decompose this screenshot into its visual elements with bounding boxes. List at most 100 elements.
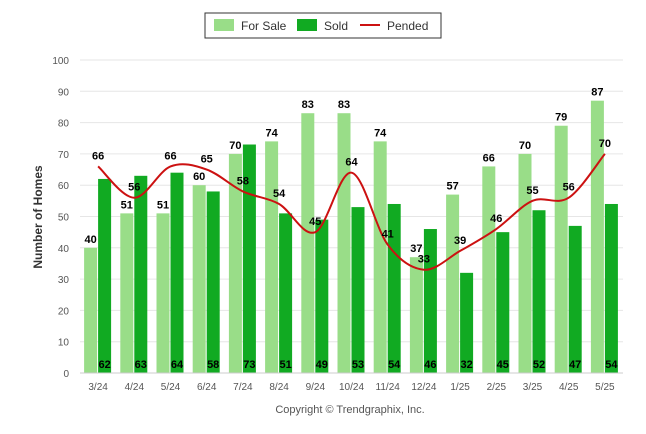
pended-value-label: 65	[201, 154, 213, 166]
pended-value-label: 66	[92, 150, 104, 162]
pended-line-group	[97, 153, 606, 271]
pended-value-label: 70	[599, 138, 611, 150]
x-tick-label: 1/25	[450, 382, 470, 393]
legend-label-sold: Sold	[324, 19, 348, 33]
x-tick-label: 10/24	[339, 382, 364, 393]
x-axis-ticks: 3/24 4/24 5/24 6/24 7/24 8/24 9/24 10/24 11/24 12…	[88, 382, 615, 393]
bar-for-sale	[482, 166, 496, 373]
pended-value-label: 56	[563, 182, 575, 194]
y-tick-label: 70	[58, 150, 70, 161]
bar-sold	[496, 232, 510, 373]
bar-for-sale	[156, 213, 170, 373]
pended-value-label: 41	[382, 229, 394, 241]
for-sale-value-label: 83	[302, 99, 314, 111]
x-tick-label: 4/24	[125, 382, 145, 393]
bar-sold	[170, 172, 184, 373]
x-tick-label: 4/25	[559, 382, 579, 393]
for-sale-value-label: 83	[338, 99, 350, 111]
bar-for-sale	[192, 185, 206, 373]
for-sale-value-label: 74	[374, 127, 387, 139]
y-tick-label: 30	[58, 275, 70, 286]
x-tick-label: 7/24	[233, 382, 253, 393]
for-sale-value-label: 60	[193, 171, 205, 183]
y-axis-title: Number of Homes	[31, 165, 45, 269]
legend-label-pended: Pended	[387, 19, 428, 33]
bar-for-sale	[265, 141, 279, 373]
for-sale-value-label: 51	[121, 199, 133, 211]
bar-sold	[568, 225, 582, 373]
sold-value-label: 52	[533, 359, 545, 371]
y-axis-ticks: 0 10 20 30 40 50 60 70 80 90 100	[52, 56, 69, 380]
pended-value-label: 54	[273, 188, 286, 200]
sold-value-label: 53	[352, 359, 364, 371]
pended-value-label: 58	[237, 175, 249, 187]
pended-value-label: 64	[345, 157, 358, 169]
x-tick-label: 12/24	[411, 382, 436, 393]
bar-for-sale	[84, 247, 98, 373]
bar-sold	[279, 213, 293, 373]
bar-sold	[532, 210, 546, 373]
sold-value-label: 64	[171, 359, 184, 371]
pended-value-label: 39	[454, 235, 466, 247]
pended-value-label: 46	[490, 213, 502, 225]
bar-for-sale	[301, 113, 315, 374]
legend-swatch-for-sale	[214, 19, 234, 31]
sold-value-label: 32	[460, 359, 472, 371]
x-tick-label: 3/24	[88, 382, 108, 393]
sold-value-label: 45	[497, 359, 509, 371]
bar-sold	[460, 272, 474, 373]
sold-value-label: 73	[243, 359, 255, 371]
sold-value-label: 49	[316, 359, 328, 371]
y-tick-label: 90	[58, 87, 70, 98]
for-sale-value-label: 74	[265, 127, 278, 139]
x-tick-label: 2/25	[487, 382, 507, 393]
x-tick-label: 11/24	[376, 382, 401, 393]
for-sale-value-label: 66	[483, 152, 495, 164]
bar-sold	[351, 207, 365, 373]
bar-for-sale	[554, 125, 568, 373]
x-tick-label: 5/24	[161, 382, 181, 393]
legend-label-for-sale: For Sale	[241, 19, 287, 33]
bar-for-sale	[120, 213, 134, 373]
bar-for-sale	[409, 257, 423, 373]
bar-sold	[604, 203, 618, 373]
pended-line	[97, 153, 606, 271]
pended-value-label: 55	[526, 185, 538, 197]
sold-value-label: 54	[605, 359, 618, 371]
x-tick-label: 6/24	[197, 382, 217, 393]
for-sale-value-label: 37	[410, 243, 422, 255]
y-tick-label: 100	[52, 56, 69, 67]
for-sale-value-label: 51	[157, 199, 169, 211]
legend: For Sale Sold Pended	[204, 12, 442, 39]
x-tick-label: 9/24	[306, 382, 326, 393]
bar-sold	[387, 203, 401, 373]
sold-value-label: 58	[207, 359, 219, 371]
y-tick-label: 20	[58, 306, 70, 317]
bar-sold	[134, 175, 148, 373]
sold-value-label: 47	[569, 359, 581, 371]
y-tick-label: 10	[58, 338, 70, 349]
bar-sold	[315, 219, 329, 373]
bars	[84, 100, 618, 374]
for-sale-value-label: 57	[446, 181, 458, 193]
for-sale-value-label: 79	[555, 112, 567, 124]
sold-value-label: 51	[279, 359, 291, 371]
bar-for-sale	[228, 153, 242, 373]
x-tick-label: 5/25	[595, 382, 615, 393]
for-sale-value-label: 70	[229, 140, 241, 152]
for-sale-value-label: 87	[591, 87, 603, 99]
bar-sold	[242, 144, 256, 373]
bar-sold	[206, 191, 220, 373]
legend-swatch-sold	[297, 19, 317, 31]
bar-for-sale	[446, 194, 460, 373]
y-tick-label: 40	[58, 244, 70, 255]
bar-sold	[423, 229, 437, 373]
x-tick-label: 8/24	[269, 382, 289, 393]
sold-value-label: 54	[388, 359, 401, 371]
legend-frame	[204, 12, 442, 39]
pended-value-label: 45	[309, 216, 321, 228]
bar-for-sale	[337, 113, 351, 374]
y-tick-label: 0	[63, 369, 69, 380]
sold-value-label: 46	[424, 359, 436, 371]
pended-value-label: 33	[418, 254, 430, 266]
